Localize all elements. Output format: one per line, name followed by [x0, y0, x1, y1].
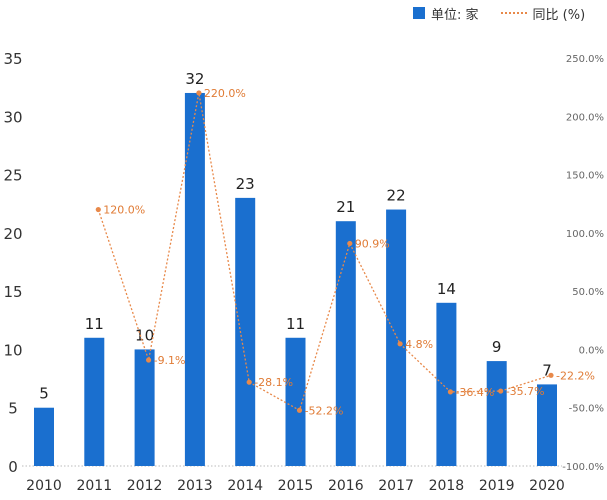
bar	[235, 197, 256, 466]
x-tick-label: 2018	[429, 478, 465, 494]
bar-series	[34, 92, 557, 467]
legend-bar-label: 单位: 家	[431, 7, 479, 23]
bar	[537, 384, 557, 466]
bar	[436, 302, 457, 466]
right-tick-label: 250.0%	[566, 54, 604, 65]
bar	[486, 361, 507, 466]
bar-value-label: 10	[135, 326, 154, 344]
right-tick-label: 100.0%	[566, 229, 604, 240]
yoy-point	[548, 372, 554, 378]
x-tick-label: 2014	[227, 478, 263, 494]
left-tick-label: 25	[3, 167, 22, 185]
yoy-value-label: 4.8%	[405, 338, 433, 351]
legend-bar-swatch	[413, 7, 425, 19]
left-axis: 0 5 10 15 20 25 30 35	[3, 50, 22, 476]
yoy-value-label: 220.0%	[204, 87, 246, 100]
yoy-value-label: -36.4%	[455, 386, 494, 399]
yoy-point	[246, 379, 252, 385]
bar-value-label: 32	[185, 70, 204, 88]
left-tick-label: 15	[3, 283, 22, 301]
right-axis: -100.0% -50.0% 0.0% 50.0% 100.0% 150.0% 200.0%…	[562, 54, 604, 473]
bar-value-label: 21	[336, 198, 355, 216]
yoy-point	[196, 90, 202, 96]
yoy-value-label: -9.1%	[154, 354, 186, 367]
x-tick-label: 2015	[278, 478, 314, 494]
bar	[285, 337, 306, 466]
x-tick-label: 2019	[479, 478, 515, 494]
bar-value-label: 11	[85, 315, 104, 333]
left-tick-label: 20	[3, 225, 22, 243]
yoy-point	[347, 240, 353, 247]
yoy-value-label: -52.2%	[305, 404, 344, 417]
yoy-point	[146, 357, 152, 363]
x-tick-label: 2013	[177, 478, 213, 494]
legend-line-label: 同比 (%)	[532, 7, 586, 23]
x-tick-label: 2017	[378, 478, 414, 494]
bar	[84, 337, 105, 466]
yoy-value-label: -22.2%	[556, 369, 595, 382]
right-tick-label: -50.0%	[569, 404, 604, 415]
bar-value-label: 11	[286, 315, 305, 333]
yoy-point	[397, 341, 403, 347]
yoy-value-label: 90.9%	[355, 237, 390, 250]
bar-value-label: 14	[437, 280, 456, 298]
left-tick-label: 0	[8, 458, 18, 476]
bar	[335, 221, 356, 466]
yoy-point	[95, 206, 101, 213]
x-tick-label: 2012	[127, 478, 163, 494]
bar	[386, 209, 407, 467]
bar	[184, 92, 205, 466]
left-tick-label: 5	[8, 400, 18, 418]
left-tick-label: 10	[3, 341, 22, 359]
right-tick-label: 50.0%	[572, 287, 604, 298]
right-tick-label: 0.0%	[579, 345, 604, 356]
yoy-point	[296, 407, 303, 413]
yoy-line-series: 120.0% -9.1% 220.0% -28.1% -52.2% 90.9% 4.8% -3…	[95, 87, 595, 417]
bar-value-label: 5	[39, 385, 49, 403]
bar-value-label: 7	[542, 361, 552, 379]
bar	[34, 407, 54, 466]
legend: 单位: 家 同比 (%)	[413, 4, 586, 23]
bar-value-label: 23	[236, 175, 255, 193]
x-tick-label: 2020	[529, 478, 565, 494]
left-tick-label: 35	[3, 50, 22, 68]
yoy-value-label: -35.7%	[506, 385, 545, 398]
yoy-line	[97, 92, 552, 412]
yoy-value-label: 120.0%	[103, 204, 145, 217]
right-tick-label: 150.0%	[566, 171, 604, 182]
bar-value-label: 9	[492, 338, 502, 356]
bar-value-labels: 5 11 10 32 23 11 21 22 14 9 7	[39, 70, 552, 403]
bar	[134, 349, 155, 466]
yoy-point	[447, 389, 453, 395]
bar-value-label: 22	[387, 187, 406, 205]
yoy-value-label: -28.1%	[254, 376, 293, 389]
yoy-point	[498, 388, 504, 394]
left-tick-label: 30	[3, 108, 22, 126]
x-axis: 2010 2011 2012 2013 2014 2015 2016 2017 2018 2019…	[26, 478, 565, 494]
right-tick-label: 200.0%	[566, 112, 604, 123]
legend-line-swatch	[500, 12, 527, 14]
x-tick-label: 2016	[328, 478, 364, 494]
x-tick-label: 2011	[76, 478, 112, 494]
right-tick-label: -100.0%	[562, 462, 604, 473]
x-tick-label: 2010	[26, 478, 62, 494]
